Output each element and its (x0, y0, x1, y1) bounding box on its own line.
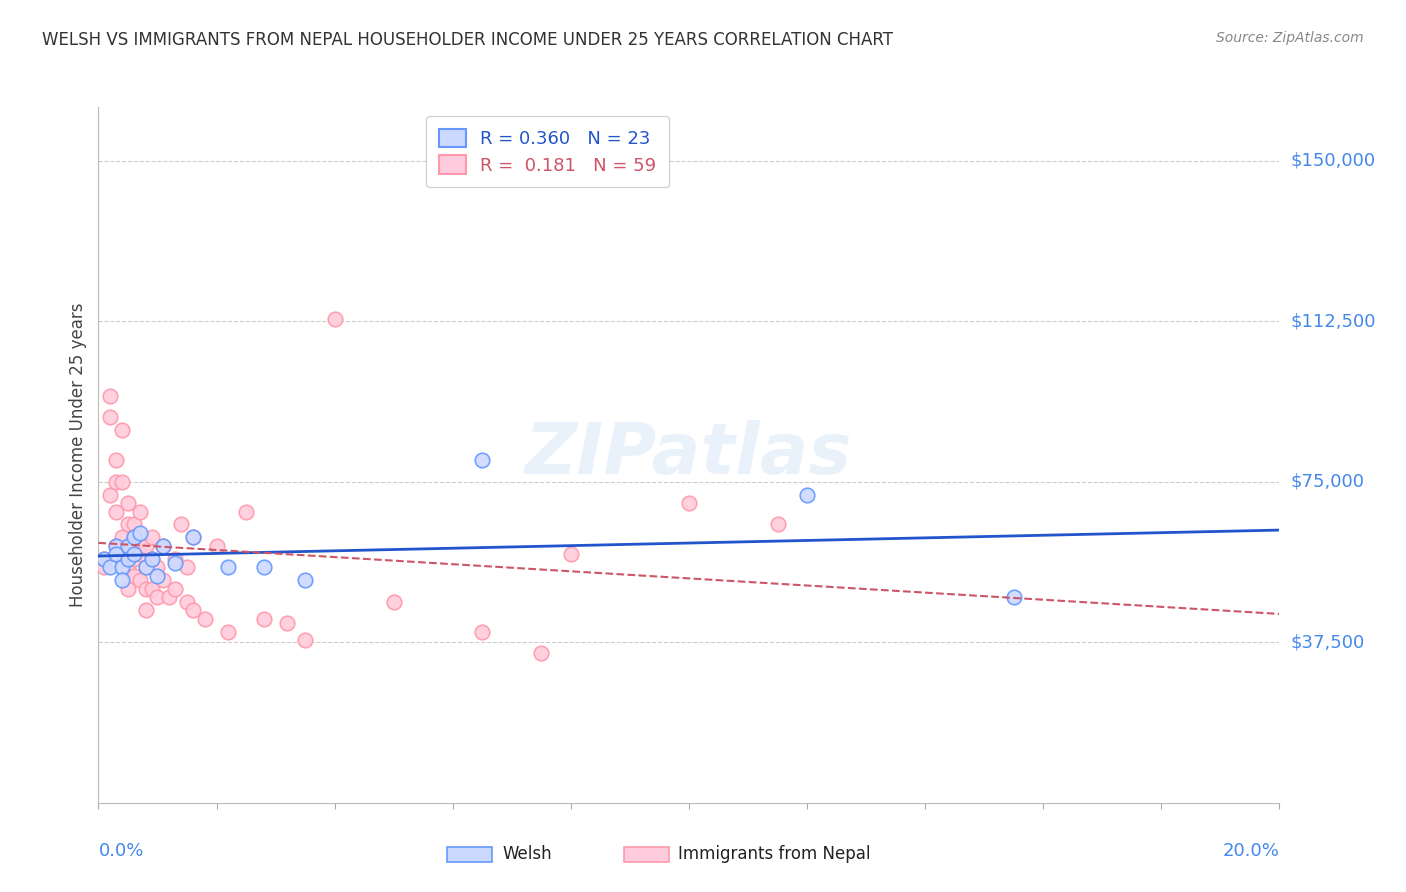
Point (152, 539, 174, 553)
Point (105, 539, 128, 553)
Point (122, 551, 145, 566)
Text: 0.0%: 0.0% (98, 842, 143, 860)
Point (165, 582, 187, 596)
Point (93, 551, 115, 566)
Text: Immigrants from Nepal: Immigrants from Nepal (678, 846, 870, 863)
Point (165, 551, 187, 566)
Point (105, 505, 128, 519)
Point (1002, 591, 1025, 605)
Text: $75,000: $75,000 (1291, 473, 1365, 491)
Point (152, 539, 174, 553)
Point (141, 530, 163, 544)
Point (141, 551, 163, 566)
Point (117, 496, 139, 510)
Point (122, 569, 145, 583)
Point (170, 517, 193, 532)
Text: Source: ZipAtlas.com: Source: ZipAtlas.com (1216, 31, 1364, 45)
Point (122, 517, 145, 532)
Text: WELSH VS IMMIGRANTS FROM NEPAL HOUSEHOLDER INCOME UNDER 25 YEARS CORRELATION CHA: WELSH VS IMMIGRANTS FROM NEPAL HOUSEHOLD… (42, 31, 893, 49)
Point (105, 539, 128, 553)
Point (122, 548, 145, 562)
Point (530, 646, 553, 660)
Point (93, 560, 115, 574)
Point (181, 603, 204, 617)
Point (111, 548, 134, 562)
Point (105, 548, 128, 562)
Point (205, 539, 228, 553)
Text: ZIPatlas: ZIPatlas (526, 420, 852, 490)
Point (217, 560, 239, 574)
Point (471, 624, 494, 639)
Point (128, 548, 150, 562)
Point (135, 582, 157, 596)
Point (471, 453, 494, 467)
Point (181, 530, 204, 544)
Point (98, 410, 121, 425)
Point (152, 573, 174, 587)
Point (323, 312, 346, 326)
Point (678, 496, 700, 510)
Point (141, 582, 163, 596)
Point (117, 539, 139, 553)
Point (98, 487, 121, 501)
Point (194, 612, 217, 626)
Point (253, 612, 276, 626)
Y-axis label: Householder Income Under 25 years: Householder Income Under 25 years (69, 302, 87, 607)
Point (98, 389, 121, 403)
Point (560, 548, 582, 562)
Point (117, 551, 139, 566)
Point (294, 633, 316, 648)
Point (176, 594, 198, 608)
Point (98, 560, 121, 574)
Point (146, 591, 169, 605)
FancyBboxPatch shape (447, 847, 492, 862)
Point (135, 603, 157, 617)
Point (135, 560, 157, 574)
Point (122, 530, 145, 544)
Text: Welsh: Welsh (502, 846, 553, 863)
Text: $150,000: $150,000 (1291, 152, 1375, 169)
Point (128, 505, 150, 519)
Point (117, 560, 139, 574)
Point (796, 487, 818, 501)
Point (111, 530, 134, 544)
Point (382, 594, 405, 608)
Point (181, 530, 204, 544)
Point (217, 624, 239, 639)
Point (146, 569, 169, 583)
Text: 20.0%: 20.0% (1223, 842, 1279, 860)
Point (93, 551, 115, 566)
Point (165, 556, 187, 570)
Point (766, 517, 789, 532)
Point (276, 615, 298, 630)
Point (294, 573, 316, 587)
Point (128, 530, 150, 544)
Point (122, 530, 145, 544)
Point (235, 505, 257, 519)
Point (111, 560, 134, 574)
Point (141, 551, 163, 566)
Point (176, 560, 198, 574)
Point (128, 573, 150, 587)
Point (111, 573, 134, 587)
Point (105, 475, 128, 489)
Point (128, 526, 150, 541)
FancyBboxPatch shape (624, 847, 669, 862)
Point (117, 582, 139, 596)
Point (111, 475, 134, 489)
Point (105, 453, 128, 467)
Legend: R = 0.360   N = 23, R =  0.181   N = 59: R = 0.360 N = 23, R = 0.181 N = 59 (426, 116, 669, 187)
Point (135, 560, 157, 574)
Point (157, 591, 180, 605)
Point (146, 560, 169, 574)
Point (111, 423, 134, 437)
Point (117, 539, 139, 553)
Point (253, 560, 276, 574)
Text: $37,500: $37,500 (1291, 633, 1365, 651)
Point (135, 539, 157, 553)
Point (117, 517, 139, 532)
Text: $112,500: $112,500 (1291, 312, 1376, 330)
